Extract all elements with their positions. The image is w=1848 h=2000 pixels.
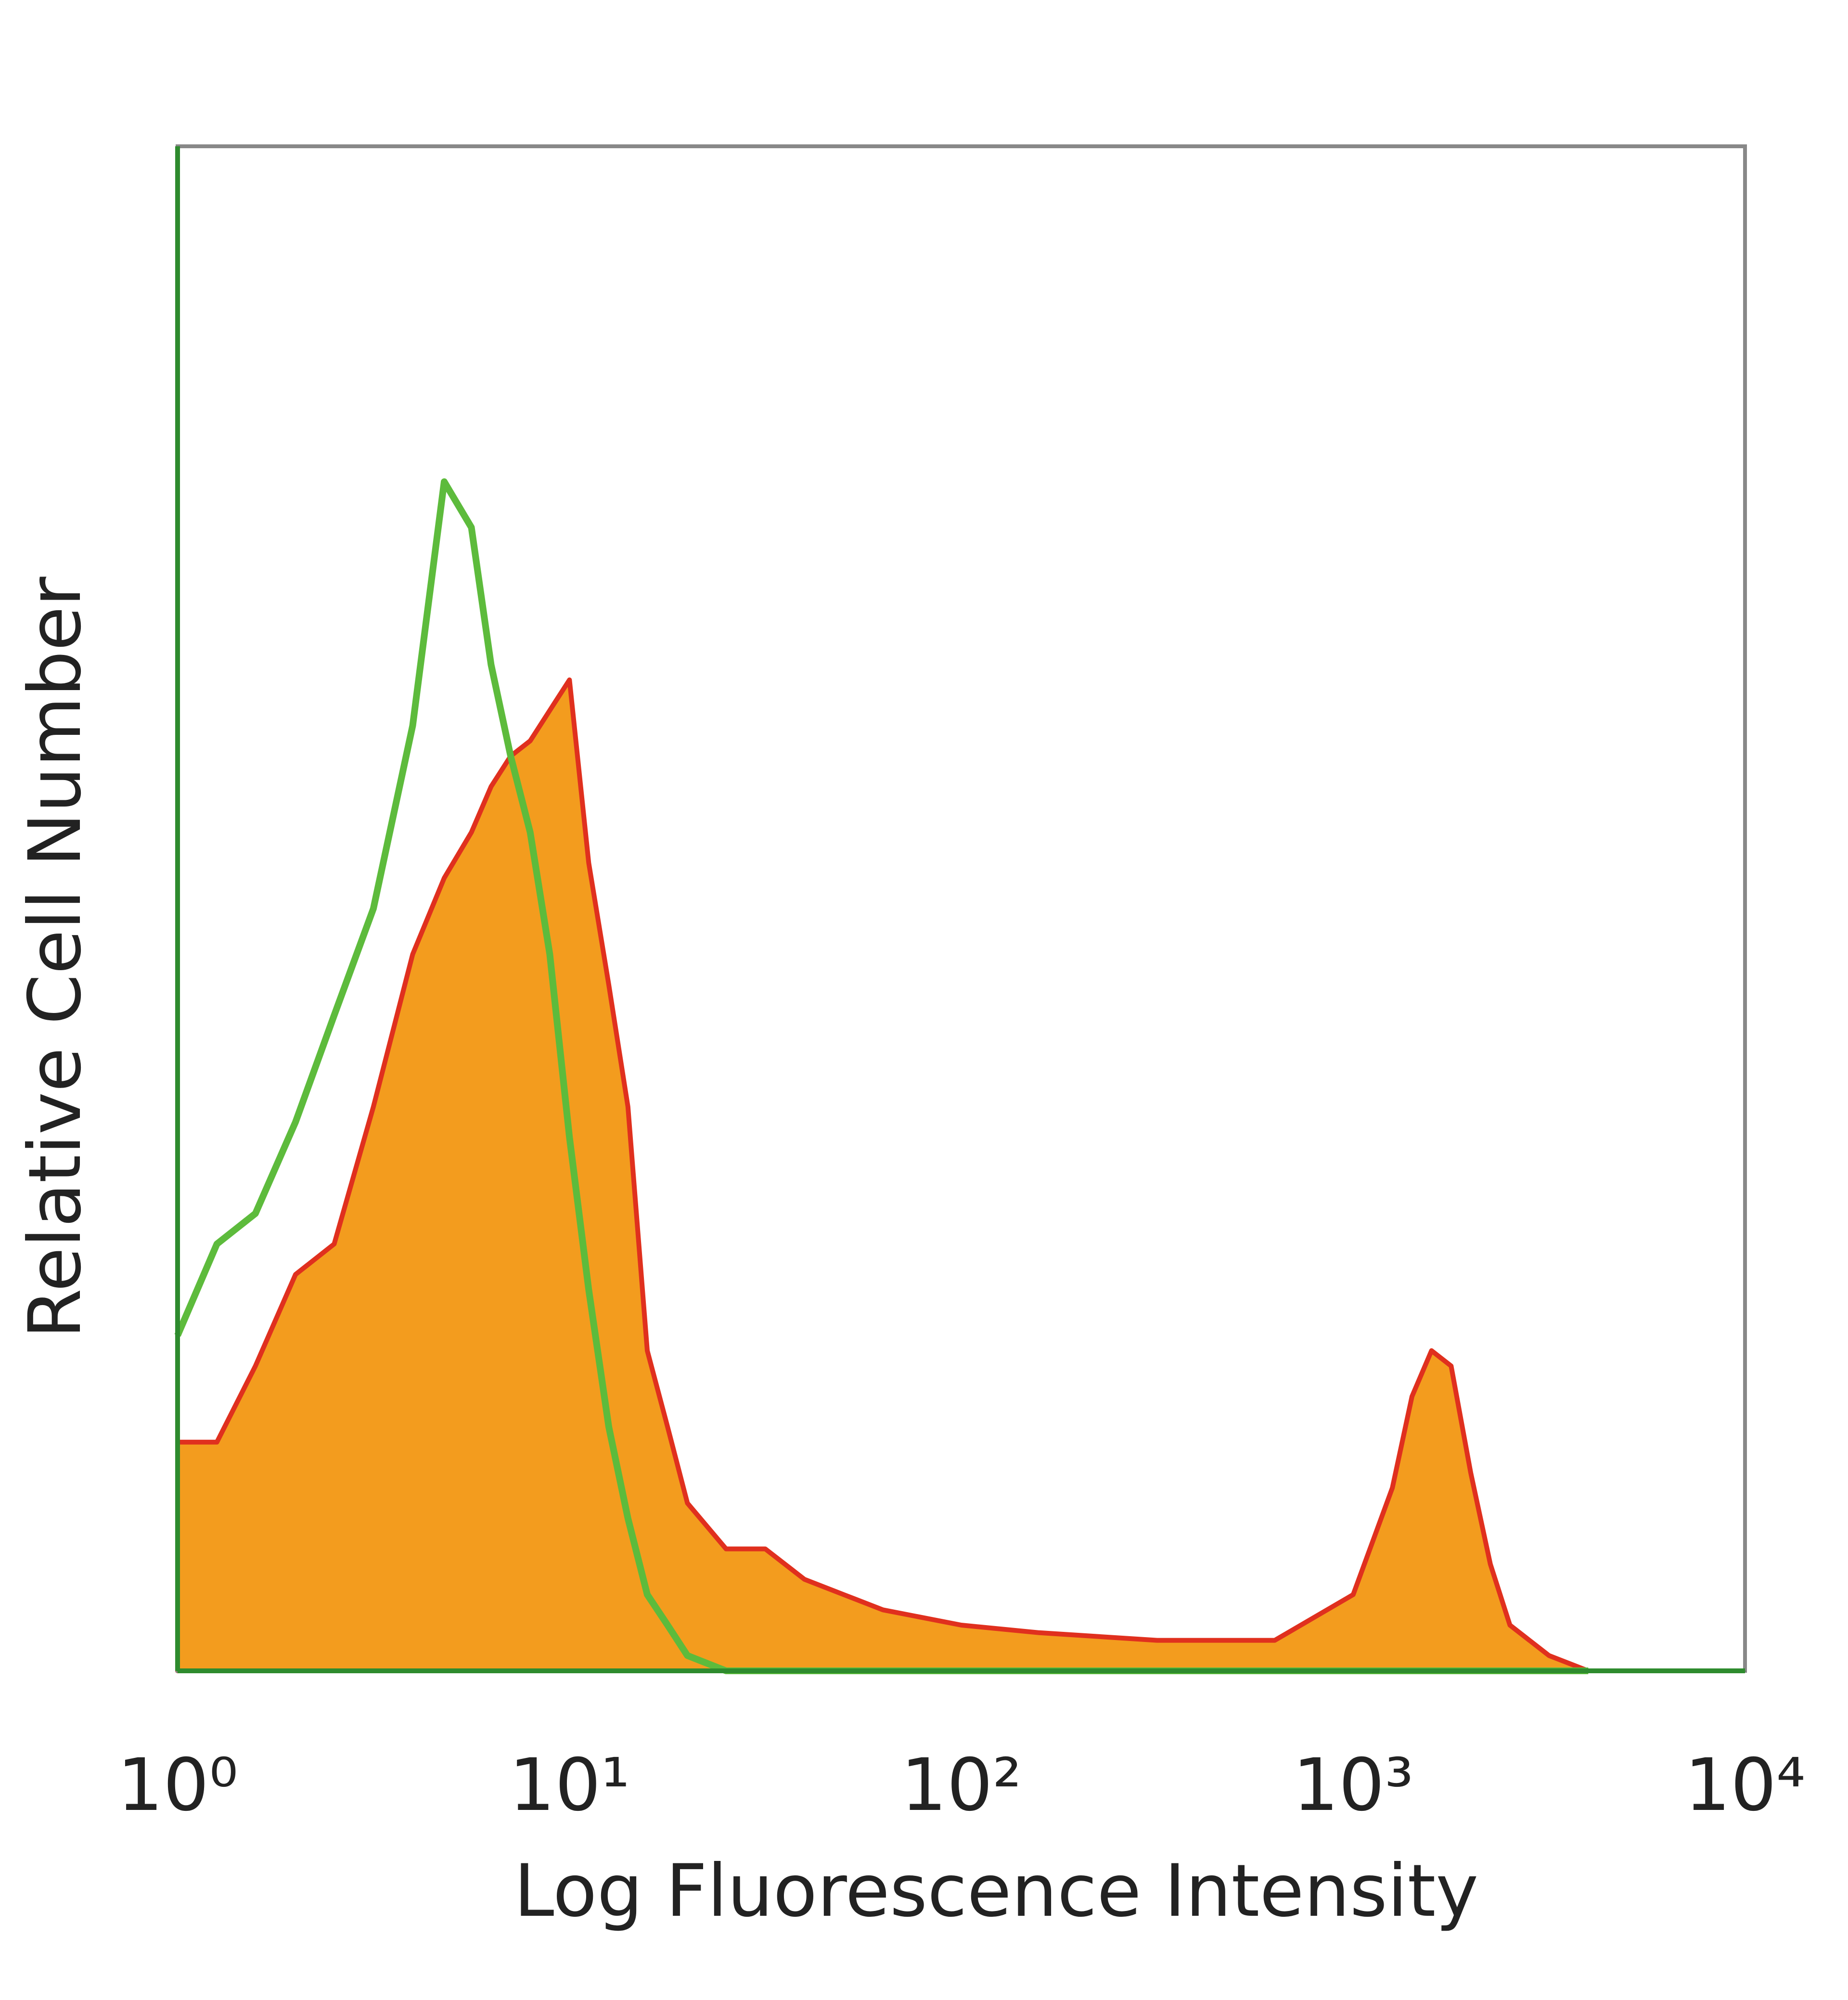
- histogram-area: [175, 677, 1591, 1673]
- y-axis-label: Relative Cell Number: [13, 577, 97, 1339]
- x-tick-label: 10¹: [509, 1744, 630, 1827]
- x-tick-label: 10²: [901, 1744, 1022, 1827]
- x-tick-label: 10³: [1293, 1744, 1413, 1827]
- x-axis-label: Log Fluorescence Intensity: [514, 1849, 1478, 1933]
- x-tick-label: 10⁴: [1684, 1744, 1805, 1827]
- x-tick-label: 10⁰: [117, 1744, 238, 1827]
